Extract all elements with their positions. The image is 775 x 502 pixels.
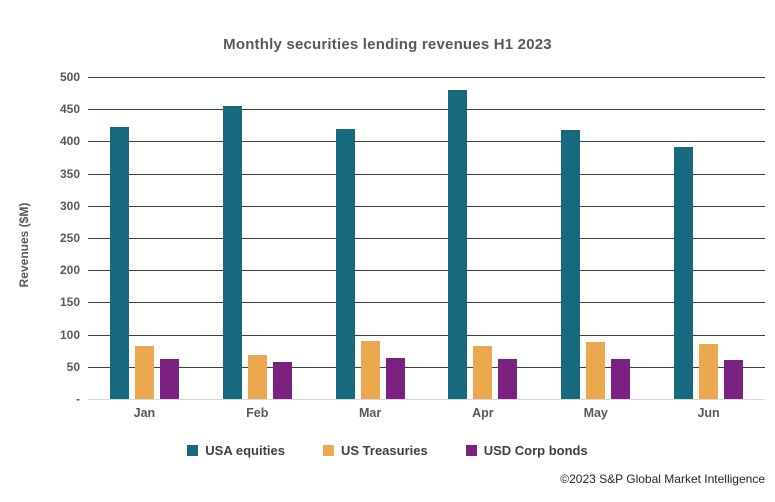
gridline — [88, 302, 765, 303]
gridline — [88, 206, 765, 207]
x-tick-label: Jan — [133, 406, 156, 420]
legend-swatch-icon — [465, 445, 477, 456]
bar-group-mar — [314, 77, 427, 399]
bar-usd-corp-bonds — [159, 359, 179, 399]
bar-usa-equities — [674, 147, 694, 399]
legend-swatch-icon — [187, 445, 199, 456]
copyright-footer: ©2023 S&P Global Market Intelligence — [560, 472, 765, 486]
bar-usd-corp-bonds — [385, 358, 405, 399]
bar-usd-corp-bonds — [611, 359, 631, 399]
legend-label: USA equities — [205, 443, 285, 458]
bar-group-feb — [201, 77, 314, 399]
bar-usa-equities — [561, 130, 581, 399]
y-tick-label: 150 — [59, 295, 80, 309]
chart-title: Monthly securities lending revenues H1 2… — [223, 36, 552, 53]
x-tick-label: Mar — [358, 406, 382, 420]
legend-item-usd-corp-bonds: USD Corp bonds — [465, 443, 588, 458]
bar-group-apr — [426, 77, 539, 399]
y-tick-label: 450 — [59, 102, 80, 116]
gridline — [88, 367, 765, 368]
gridline — [88, 141, 765, 142]
x-tick-label: Feb — [246, 406, 269, 420]
bar-usd-corp-bonds — [498, 359, 518, 399]
bar-group-jan — [88, 77, 201, 399]
x-tick-label: Apr — [472, 406, 494, 420]
y-tick-label: 400 — [59, 134, 80, 148]
gridline — [88, 335, 765, 336]
y-tick-label: 350 — [59, 167, 80, 181]
bar-usd-corp-bonds — [272, 362, 292, 399]
plot-area — [88, 77, 765, 400]
bar-us-treasuries — [247, 355, 267, 399]
bar-us-treasuries — [473, 346, 493, 399]
y-tick-label: 100 — [59, 328, 80, 342]
legend-label: US Treasuries — [340, 443, 428, 458]
x-tick-label: Jun — [697, 406, 720, 420]
y-tick-label: 500 — [59, 70, 80, 84]
gridline — [88, 174, 765, 175]
bar-usa-equities — [335, 129, 355, 399]
legend-label: USD Corp bonds — [483, 443, 588, 458]
legend-item-usa-equities: USA equities — [187, 443, 285, 458]
bar-usa-equities — [109, 127, 129, 399]
bar-groups — [88, 77, 765, 399]
gridline — [88, 77, 765, 78]
y-tick-label: 250 — [59, 231, 80, 245]
legend: USA equities US Treasuries USD Corp bonds — [0, 443, 775, 458]
bar-group-may — [539, 77, 652, 399]
x-axis-labels: Jan Feb Mar Apr May Jun — [88, 406, 765, 420]
x-tick-label: May — [583, 406, 608, 420]
y-tick-label: 50 — [66, 360, 80, 374]
bar-usa-equities — [448, 90, 468, 399]
gridline-baseline — [88, 399, 765, 400]
y-tick-label: 300 — [59, 199, 80, 213]
bar-usd-corp-bonds — [724, 360, 744, 399]
bar-us-treasuries — [699, 344, 719, 399]
bar-us-treasuries — [360, 341, 380, 399]
legend-item-us-treasuries: US Treasuries — [322, 443, 428, 458]
gridline — [88, 109, 765, 110]
bar-group-jun — [652, 77, 765, 399]
bar-us-treasuries — [134, 346, 154, 399]
gridline — [88, 270, 765, 271]
bar-usa-equities — [222, 106, 242, 399]
y-tick-label: - — [76, 392, 80, 406]
bar-us-treasuries — [586, 342, 606, 399]
legend-swatch-icon — [322, 445, 334, 456]
gridline — [88, 238, 765, 239]
y-tick-label: 200 — [59, 263, 80, 277]
